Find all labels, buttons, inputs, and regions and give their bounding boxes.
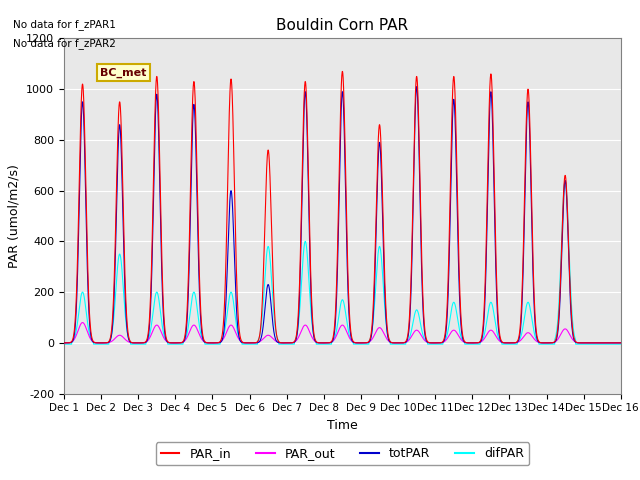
- Text: BC_met: BC_met: [100, 68, 147, 78]
- Title: Bouldin Corn PAR: Bouldin Corn PAR: [276, 18, 408, 33]
- Text: No data for f_zPAR2: No data for f_zPAR2: [13, 38, 116, 49]
- Legend: PAR_in, PAR_out, totPAR, difPAR: PAR_in, PAR_out, totPAR, difPAR: [156, 443, 529, 466]
- X-axis label: Time: Time: [327, 419, 358, 432]
- Text: No data for f_zPAR1: No data for f_zPAR1: [13, 19, 116, 30]
- Y-axis label: PAR (umol/m2/s): PAR (umol/m2/s): [8, 164, 20, 268]
